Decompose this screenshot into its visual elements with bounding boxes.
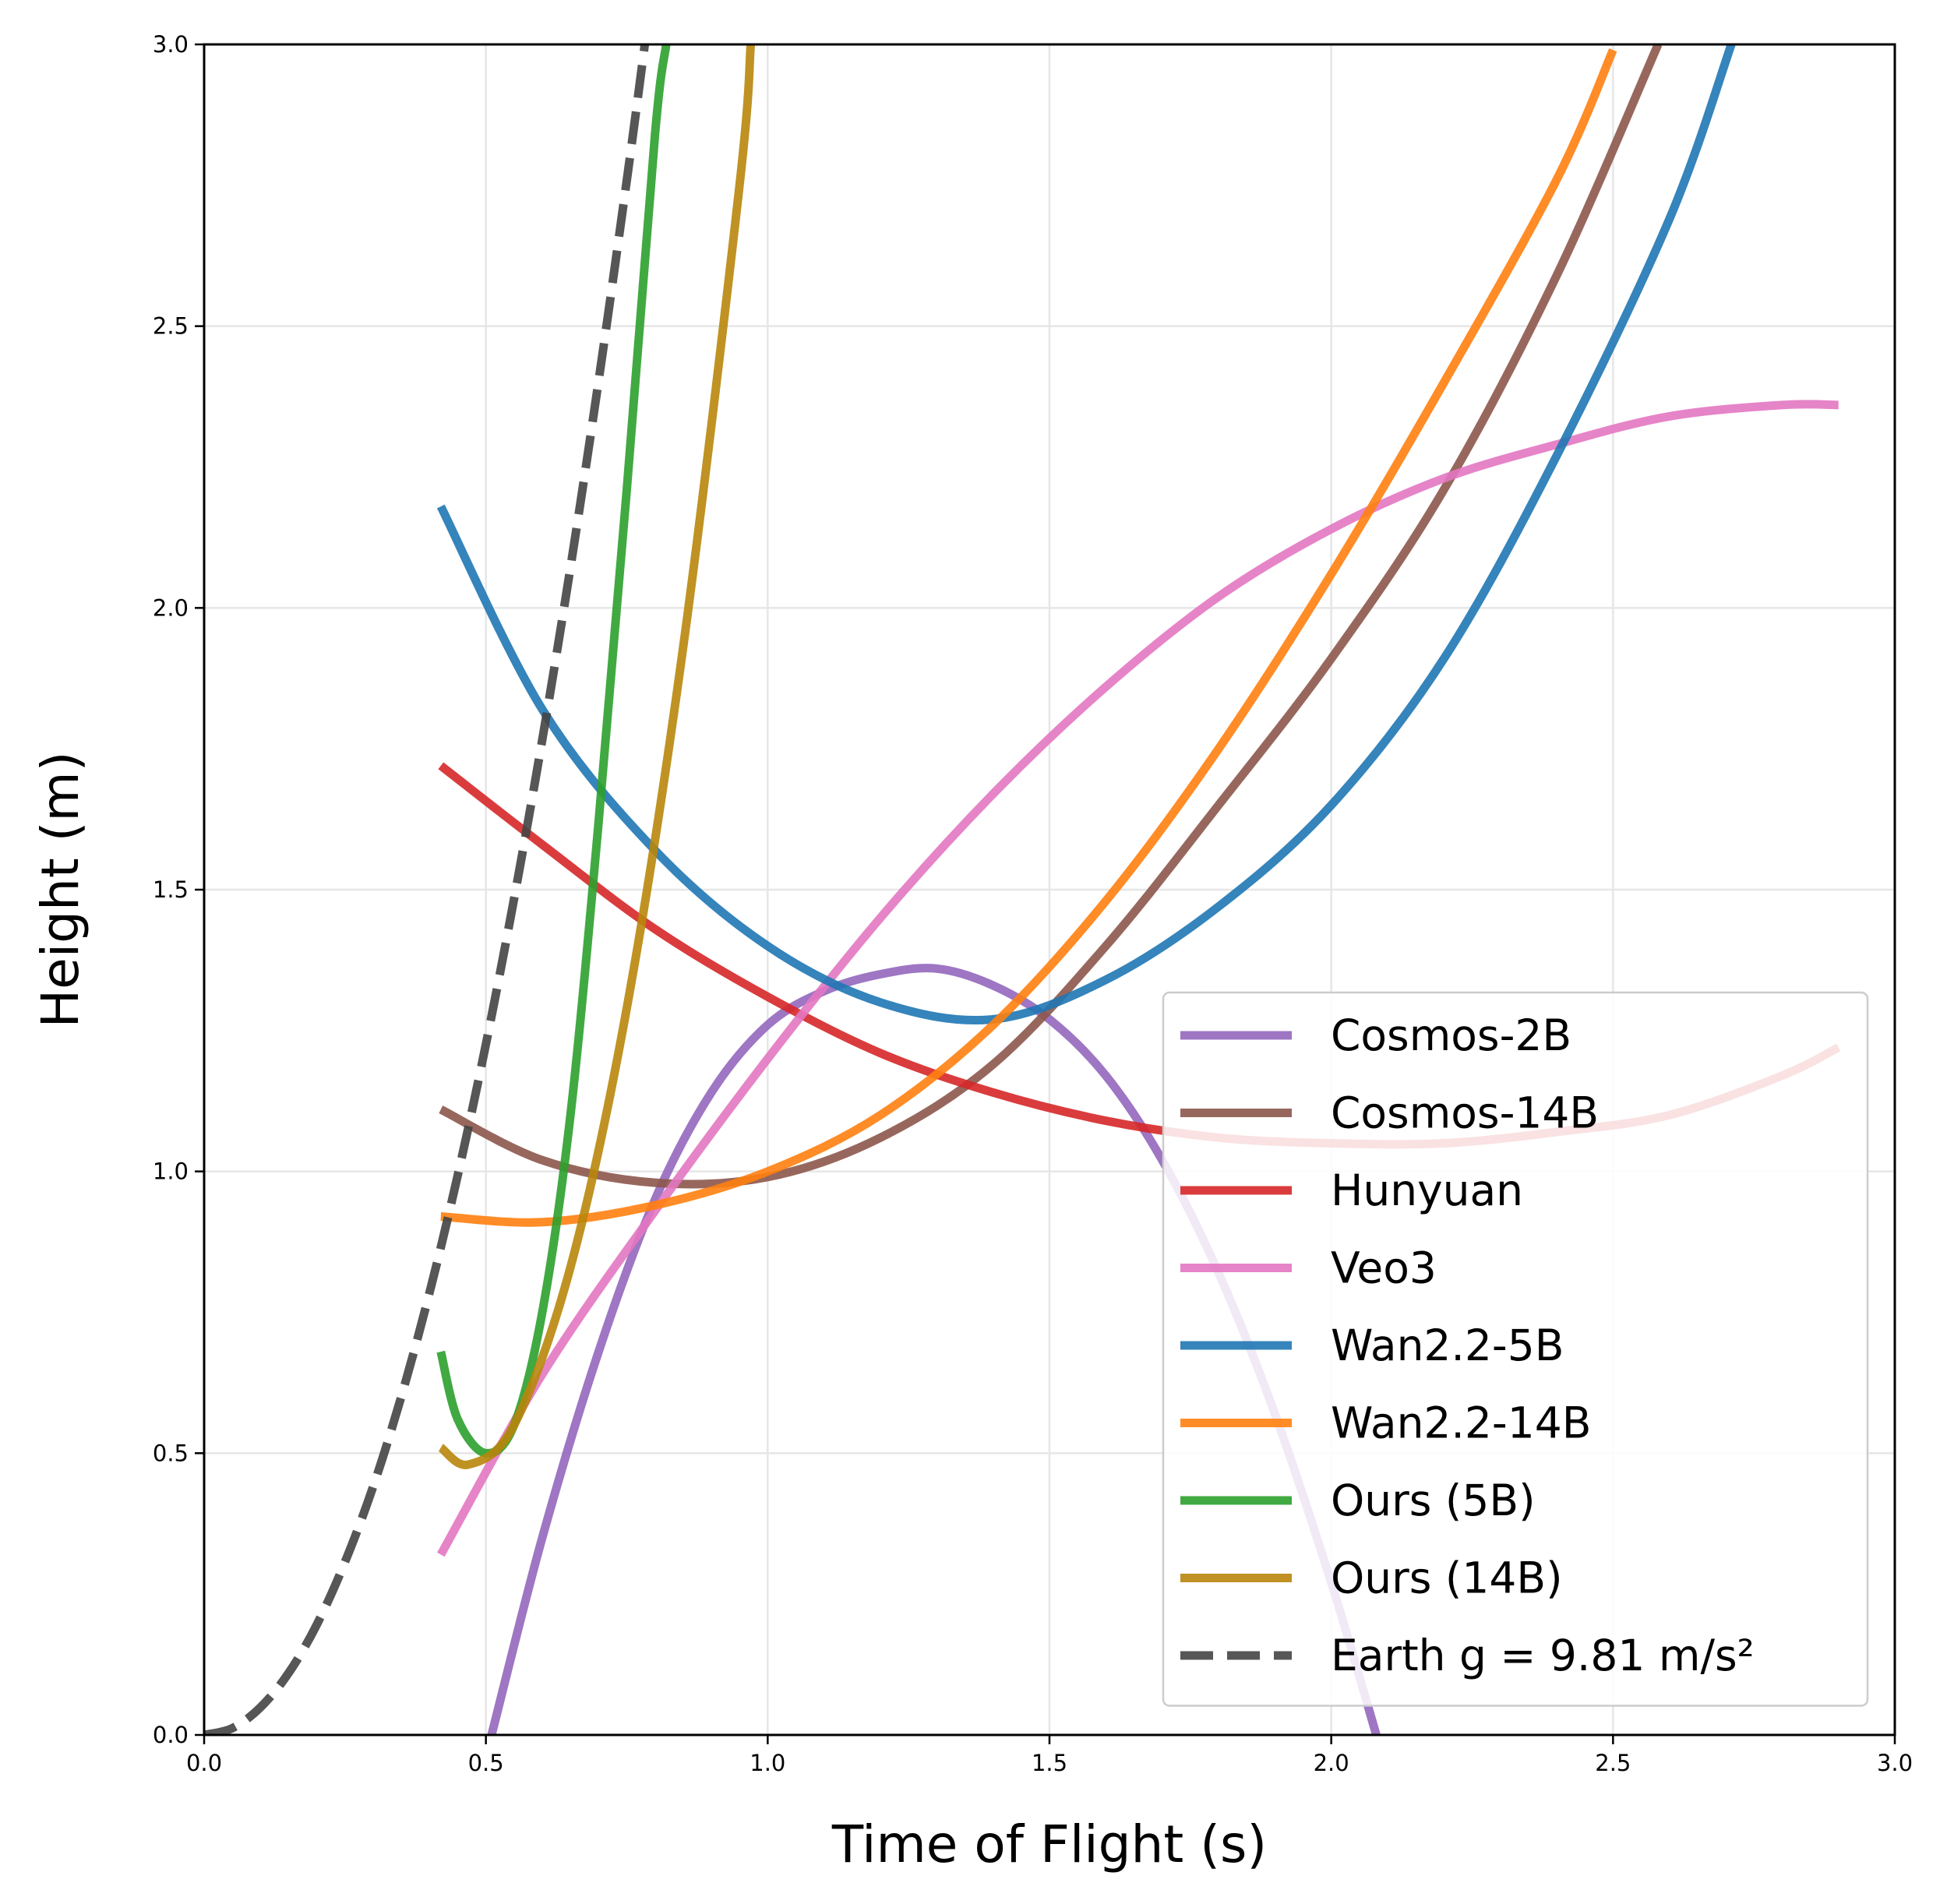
legend-label: Wan2.2-5B xyxy=(1331,1320,1564,1370)
y-tick-label: 1.0 xyxy=(153,1158,189,1185)
x-tick-label: 1.5 xyxy=(1032,1750,1067,1776)
legend-label: Veo3 xyxy=(1331,1243,1437,1293)
y-tick-label: 2.0 xyxy=(153,594,189,621)
x-tick-label: 3.0 xyxy=(1877,1750,1913,1776)
legend-box xyxy=(1162,991,1869,1707)
series-line xyxy=(436,44,1736,1025)
x-tick-label: 0.5 xyxy=(468,1750,504,1776)
x-tick-label: 2.0 xyxy=(1314,1750,1349,1776)
legend-label: Ours (5B) xyxy=(1331,1476,1536,1525)
series-lines xyxy=(204,44,1841,1735)
series-line xyxy=(437,400,1839,1557)
legend-label: Cosmos-14B xyxy=(1331,1088,1599,1138)
series-line xyxy=(439,44,1663,1189)
legend: Cosmos-2B Cosmos-14B Hunyuan Veo3 Wan2.2-5B W… xyxy=(1162,991,1869,1707)
series-line xyxy=(438,44,756,1469)
y-tick-label: 2.5 xyxy=(153,313,189,340)
x-tick-label: 1.0 xyxy=(750,1750,785,1776)
axis-ticks: 0.0 0.5 1.0 1.5 2.0 2.5 3.0 0.0 0.5 1.0 1.5 2.0 2.5 3… xyxy=(153,31,1913,1776)
y-axis-title: Height (m) xyxy=(30,752,90,1028)
legend-label: Hunyuan xyxy=(1331,1165,1523,1215)
legend-label: Cosmos-2B xyxy=(1331,1010,1571,1060)
x-axis-title: Time of Flight (s) xyxy=(831,1814,1267,1874)
series-line xyxy=(204,44,650,1735)
series-line xyxy=(440,48,1617,1227)
y-tick-label: 0.5 xyxy=(153,1440,189,1466)
legend-label: Ours (14B) xyxy=(1331,1553,1563,1603)
y-tick-label: 0.0 xyxy=(153,1722,189,1748)
y-tick-label: 3.0 xyxy=(153,31,189,58)
y-tick-label: 1.5 xyxy=(153,876,189,903)
x-tick-label: 0.0 xyxy=(186,1750,222,1776)
legend-label: Earth g = 9.81 m/s² xyxy=(1331,1631,1755,1680)
legend-label: Wan2.2-14B xyxy=(1331,1398,1591,1448)
x-tick-label: 2.5 xyxy=(1595,1750,1631,1776)
